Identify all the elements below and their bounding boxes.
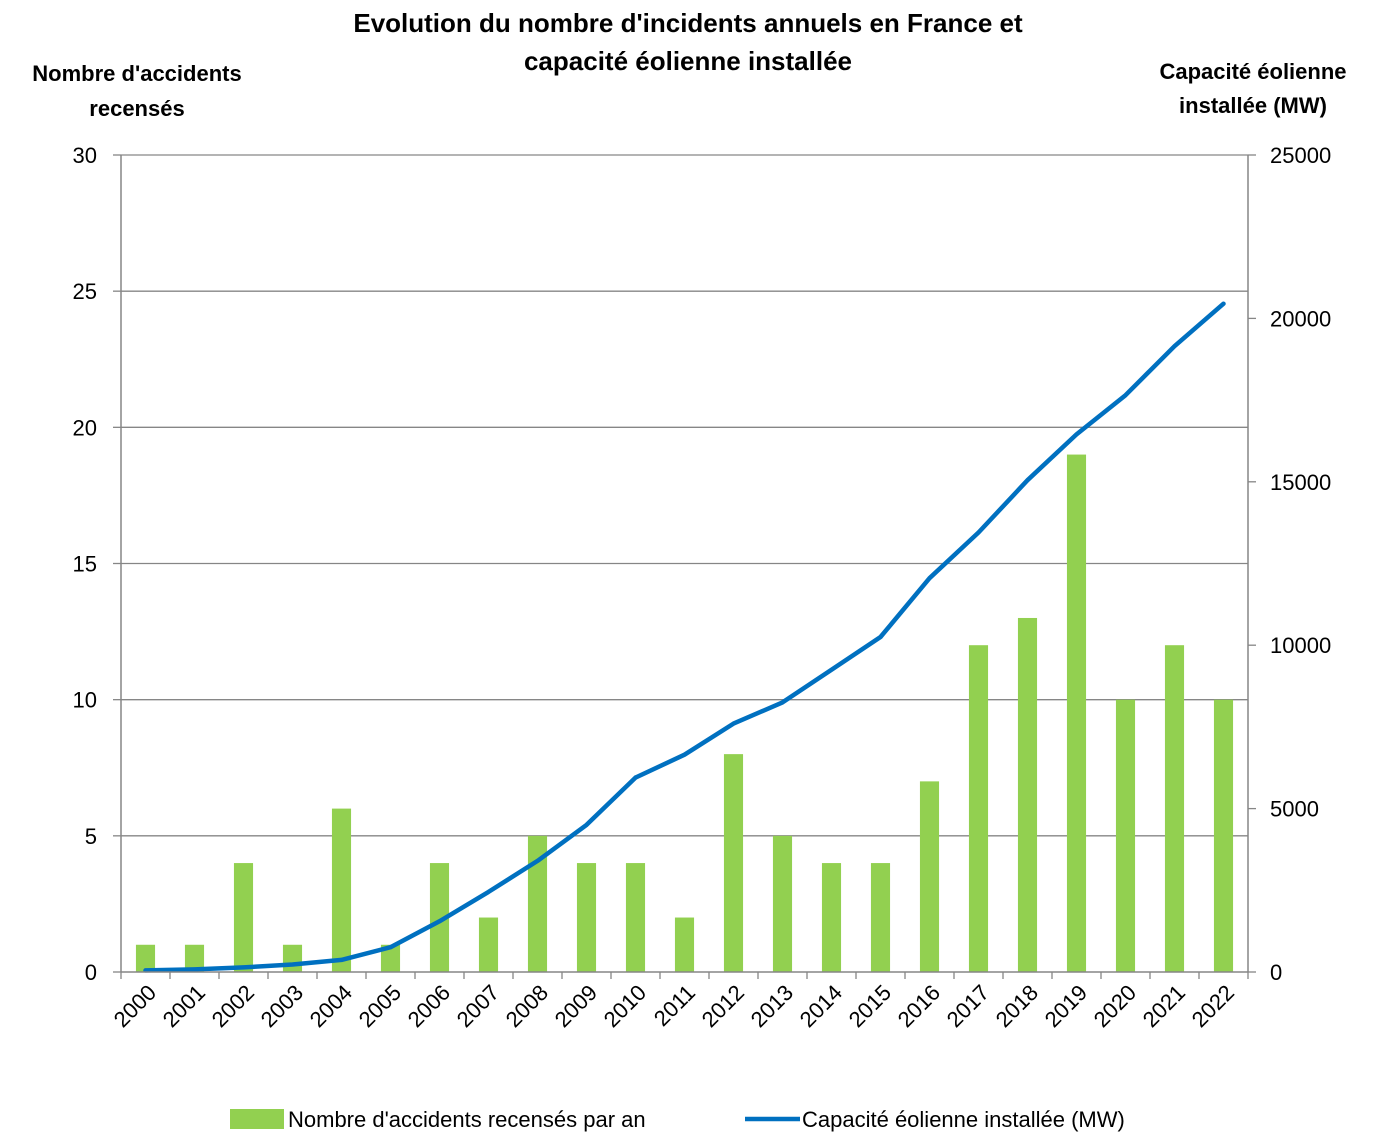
chart-title-line-1: Evolution du nombre d'incidents annuels …	[353, 8, 1023, 38]
x-tick-label: 2016	[893, 980, 945, 1032]
y-tick-label: 25	[73, 279, 97, 304]
y-axis-title-line-2: recensés	[89, 96, 184, 121]
bar	[723, 754, 744, 972]
y-tick-label: 15	[73, 552, 97, 577]
bar	[1017, 617, 1038, 972]
bar	[1066, 454, 1087, 973]
bar	[429, 863, 450, 972]
y2-tick-label: 0	[1270, 960, 1282, 985]
bar	[282, 944, 303, 972]
bar-series	[135, 454, 1234, 973]
legend-label-line: Capacité éolienne installée (MW)	[802, 1107, 1125, 1132]
bar	[380, 944, 401, 972]
gridlines	[121, 154, 1248, 837]
bar	[478, 917, 499, 972]
x-tick-label: 2012	[697, 980, 749, 1032]
bar	[772, 835, 793, 972]
x-tick-label: 2022	[1187, 980, 1239, 1032]
x-tick-label: 2004	[305, 980, 357, 1032]
y-tick-label: 0	[85, 960, 97, 985]
x-tick-label: 2003	[256, 980, 308, 1032]
x-tick-label: 2018	[991, 980, 1043, 1032]
y2-tick-label: 15000	[1270, 470, 1331, 495]
x-tick-label: 2021	[1138, 980, 1190, 1032]
x-tick-label: 2020	[1089, 980, 1141, 1032]
bar	[1164, 645, 1185, 972]
y2-tick-label: 20000	[1270, 306, 1331, 331]
y-tick-label: 10	[73, 688, 97, 713]
bar	[821, 863, 842, 972]
x-tick-label: 2002	[207, 980, 259, 1032]
y2-tick-label: 25000	[1270, 143, 1331, 168]
legend: Nombre d'accidents recensés par an Capac…	[230, 1107, 1125, 1132]
y-tick-label: 30	[73, 143, 97, 168]
legend-label-bars: Nombre d'accidents recensés par an	[288, 1107, 646, 1132]
bar	[576, 863, 597, 972]
bar	[1115, 699, 1136, 972]
bar	[870, 863, 891, 972]
x-tick-label: 2001	[158, 980, 210, 1032]
x-tick-label: 2017	[942, 980, 994, 1032]
x-tick-label: 2011	[649, 980, 700, 1031]
x-tick-label: 2010	[599, 980, 651, 1032]
bar	[331, 808, 352, 972]
y-tick-label: 20	[73, 415, 97, 440]
bar	[527, 835, 548, 972]
x-tick-label: 2014	[795, 980, 847, 1032]
bar	[919, 781, 940, 972]
y-tick-label: 5	[85, 824, 97, 849]
y2-tick-label: 5000	[1270, 797, 1319, 822]
bar	[1213, 699, 1234, 972]
x-tick-label: 2000	[109, 980, 161, 1032]
bar	[674, 917, 695, 972]
bar	[968, 645, 989, 972]
y2-tick-label: 10000	[1270, 633, 1331, 658]
line-series	[143, 301, 1226, 973]
x-tick-label: 2013	[746, 980, 798, 1032]
y-axis-title-line-1: Nombre d'accidents	[32, 61, 241, 86]
x-tick-label: 2019	[1040, 980, 1092, 1032]
bar	[625, 863, 646, 972]
y2-axis-title-line-1: Capacité éolienne	[1159, 59, 1346, 84]
chart-title-line-2: capacité éolienne installée	[524, 46, 852, 76]
bar	[184, 944, 205, 972]
x-tick-label: 2009	[550, 980, 602, 1032]
x-tick-label: 2015	[844, 980, 896, 1032]
tick-labels: 0 5 10 15 20 25 30 0 5000 10000 15000 20000 25000 200…	[73, 143, 1332, 1032]
bar	[135, 944, 156, 972]
x-tick-label: 2006	[403, 980, 455, 1032]
x-tick-label: 2007	[452, 980, 504, 1032]
x-tick-label: 2008	[501, 980, 553, 1032]
axes	[113, 154, 1256, 979]
x-tick-label: 2005	[354, 980, 406, 1032]
y2-axis-title-line-2: installée (MW)	[1179, 93, 1327, 118]
legend-swatch-bars	[230, 1109, 284, 1129]
bar	[233, 863, 254, 972]
